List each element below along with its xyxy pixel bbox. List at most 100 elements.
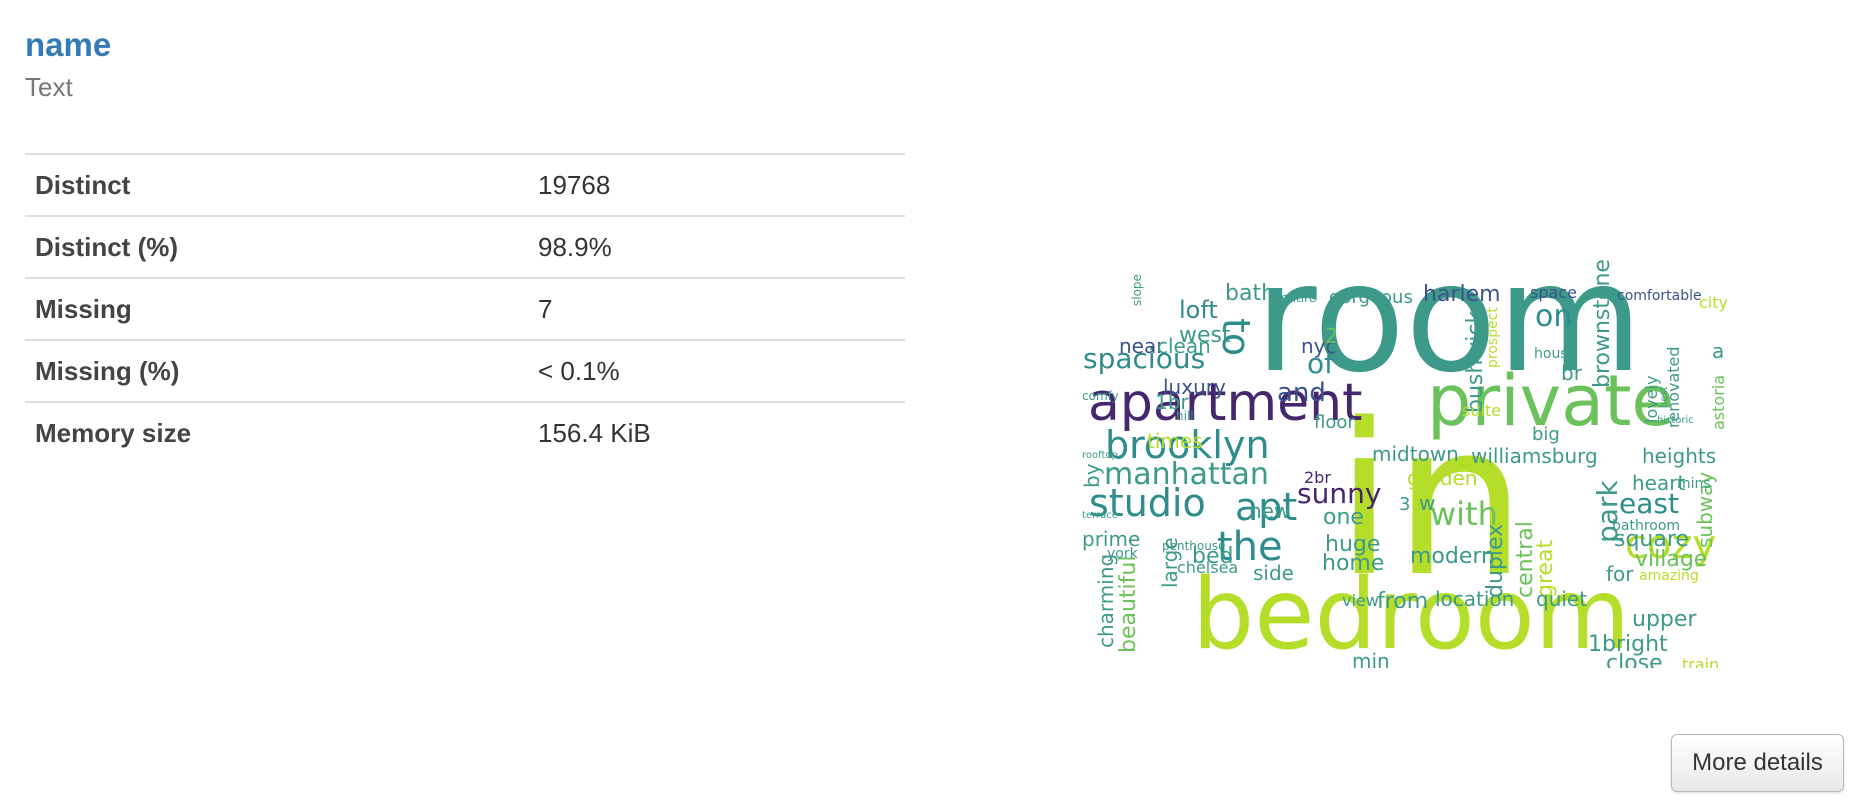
word-cloud-word: great xyxy=(1533,539,1558,598)
word-cloud-word: bath xyxy=(1225,281,1275,306)
word-cloud-word: one xyxy=(1323,505,1364,530)
word-cloud-word: village xyxy=(1635,547,1707,572)
word-cloud-word: renovated xyxy=(1664,346,1683,428)
table-row: Distinct 19768 xyxy=(25,154,905,216)
word-cloud-word: times xyxy=(1147,429,1203,453)
word-cloud-word: apartment xyxy=(1088,373,1363,433)
word-cloud-word: modern xyxy=(1410,544,1495,569)
word-cloud-word: beautiful xyxy=(1116,556,1141,653)
word-cloud-word: terrace xyxy=(1082,510,1118,521)
stat-label: Missing xyxy=(35,293,132,324)
word-cloud-word: penthouse xyxy=(1162,539,1226,553)
word-cloud-word: square xyxy=(1614,527,1689,552)
word-cloud-word: subway xyxy=(1693,472,1717,548)
word-cloud-word: location xyxy=(1435,587,1514,611)
word-cloud-word: huge xyxy=(1325,532,1380,557)
stat-value: 156.4 KiB xyxy=(538,417,651,448)
word-cloud-word: to xyxy=(1214,318,1258,356)
variable-type-label: Text xyxy=(25,72,73,102)
word-cloud-word: suite xyxy=(1462,401,1501,420)
word-cloud-word: williamsburg xyxy=(1471,444,1598,468)
word-cloud-word: space xyxy=(1530,283,1577,302)
word-cloud-word: large xyxy=(1158,537,1182,588)
variable-stats-table: Distinct 19768 Distinct (%) 98.9% Missin… xyxy=(25,153,905,463)
word-cloud-word: bed xyxy=(1192,544,1233,569)
word-cloud-word: house xyxy=(1534,346,1576,362)
word-cloud-image: room in bedroom private apartment brooklyn stu… xyxy=(1077,218,1751,668)
word-cloud-word: harlem xyxy=(1423,282,1501,307)
table-row: Distinct (%) 98.9% xyxy=(25,216,905,278)
word-cloud-word: sunny xyxy=(1297,477,1381,510)
word-cloud-word: manhattan xyxy=(1104,457,1269,492)
word-cloud-word: w xyxy=(1419,491,1435,515)
word-cloud-word: luxury xyxy=(1163,375,1226,399)
word-cloud-word: new xyxy=(1249,499,1290,523)
word-cloud-word: amazing xyxy=(1639,568,1699,584)
word-cloud-word: charming xyxy=(1094,554,1118,648)
word-cloud-word: loft xyxy=(1179,296,1218,324)
word-cloud-word: rooftop xyxy=(1082,450,1118,461)
word-cloud-word: lovely xyxy=(1642,376,1661,423)
variable-name-link[interactable]: name xyxy=(25,26,112,63)
word-cloud-word: astoria xyxy=(1709,375,1728,430)
word-cloud-word: 1bright xyxy=(1588,632,1668,657)
word-cloud-word: private xyxy=(1427,360,1675,442)
word-cloud-word: york xyxy=(1107,546,1139,562)
word-cloud-word: mins xyxy=(1677,476,1711,492)
word-cloud-word: 1br xyxy=(1155,390,1189,414)
word-cloud-word: view xyxy=(1342,591,1379,610)
word-cloud-word: studio xyxy=(1089,481,1206,525)
word-cloud-word: in xyxy=(1335,378,1526,623)
word-cloud-word: entire xyxy=(1281,291,1316,305)
table-row: Missing (%) < 0.1% xyxy=(25,340,905,402)
word-cloud-word: bathroom xyxy=(1612,518,1680,534)
word-cloud-word: big xyxy=(1532,424,1560,445)
word-cloud-word: prospect xyxy=(1485,307,1501,368)
word-cloud-word: quiet xyxy=(1536,587,1587,611)
word-cloud-word: historic xyxy=(1657,415,1694,426)
word-cloud-word: train xyxy=(1682,655,1719,668)
word-cloud-word: city xyxy=(1699,293,1728,312)
word-cloud-word: duplex xyxy=(1483,524,1508,598)
word-cloud-word: brooklyn xyxy=(1105,423,1270,467)
word-cloud-word: nyc xyxy=(1301,334,1337,358)
stat-label: Memory size xyxy=(35,417,192,448)
stat-value: 98.9% xyxy=(538,231,612,262)
word-cloud-word: br xyxy=(1561,361,1583,385)
word-cloud-word: near xyxy=(1119,334,1165,358)
word-cloud-word: brownstone xyxy=(1590,259,1615,388)
stat-label: Distinct (%) xyxy=(35,231,178,262)
word-cloud-word: chelsea xyxy=(1177,558,1238,577)
word-cloud-word: heart xyxy=(1632,471,1685,495)
word-cloud-word: for xyxy=(1606,562,1634,586)
stat-label: Distinct xyxy=(35,169,131,200)
word-cloud-word: 2 xyxy=(1325,324,1338,348)
word-cloud-word: floor xyxy=(1314,412,1355,433)
word-cloud-word: 2br xyxy=(1304,468,1331,487)
word-cloud-word: gorgeous xyxy=(1329,287,1413,308)
word-cloud-word: min xyxy=(1352,649,1390,668)
word-cloud-word: on xyxy=(1535,299,1572,334)
word-cloud-word: heights xyxy=(1642,444,1716,468)
stat-value: 7 xyxy=(538,293,553,324)
word-cloud-word: spacious xyxy=(1083,342,1205,375)
word-cloud-word: midtown xyxy=(1372,442,1459,466)
word-cloud-word: bedroom xyxy=(1192,558,1630,668)
word-cloud-word: apt xyxy=(1235,485,1297,529)
word-cloud-word: with xyxy=(1430,495,1498,533)
table-row: Memory size 156.4 KiB xyxy=(25,402,905,463)
word-cloud-word: central xyxy=(1513,521,1538,598)
more-details-button[interactable]: More details xyxy=(1671,734,1844,792)
stat-value: < 0.1% xyxy=(538,355,620,386)
word-cloud-word: garden xyxy=(1407,466,1478,490)
word-cloud-word: and xyxy=(1277,378,1326,408)
word-cloud-word: upper xyxy=(1632,607,1697,632)
word-cloud-word: hill xyxy=(1176,409,1194,423)
word-cloud-word: slope xyxy=(1130,274,1144,306)
word-cloud-word: west xyxy=(1179,323,1231,348)
word-cloud-word: side xyxy=(1253,561,1294,585)
word-cloud-word: 3 xyxy=(1399,494,1410,515)
word-cloud-word: bushwick xyxy=(1463,310,1488,413)
word-cloud-word: prime xyxy=(1082,527,1140,551)
